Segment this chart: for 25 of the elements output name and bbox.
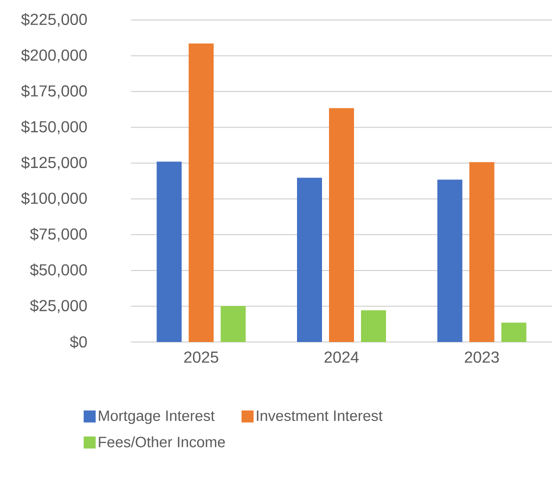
y-tick-label: $25,000: [30, 299, 87, 314]
y-tick-label: $200,000: [21, 48, 87, 63]
legend-label: Investment Interest: [256, 410, 383, 422]
x-tick-label: 2023: [464, 352, 499, 363]
y-tick-label: $75,000: [30, 228, 87, 242]
y-tick-label: $125,000: [21, 156, 87, 170]
y-tick-label: $175,000: [21, 84, 87, 98]
bar: [469, 162, 494, 342]
bar: [361, 310, 386, 342]
bar: [437, 180, 462, 342]
legend-label: Fees/Other Income: [98, 436, 225, 448]
bar: [220, 306, 246, 342]
y-tick-label: $225,000: [21, 13, 87, 27]
y-tick-label: $50,000: [30, 264, 87, 278]
bar: [329, 108, 354, 342]
y-tick-label: $150,000: [21, 120, 87, 134]
bar: [188, 43, 214, 342]
y-tick-label: $0: [70, 336, 87, 348]
bar: [156, 162, 182, 342]
legend-label: Mortgage Interest: [98, 410, 215, 424]
bar: [297, 178, 322, 342]
bar: [501, 322, 526, 342]
x-tick-label: 2024: [324, 352, 359, 363]
x-tick-label: 2025: [184, 352, 218, 363]
y-tick-label: $100,000: [21, 192, 87, 206]
